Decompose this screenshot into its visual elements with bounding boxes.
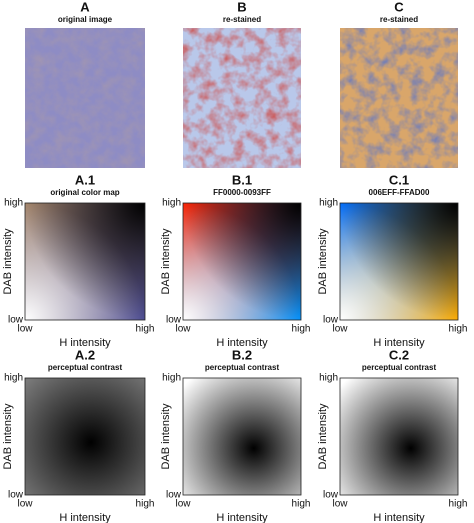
y-tick-label: low	[8, 315, 24, 326]
y-tick-label: high	[162, 198, 181, 209]
y-tick-label: high	[162, 373, 181, 384]
x-axis-label: H intensity	[216, 337, 268, 349]
panel-letter: A.2	[75, 347, 95, 362]
x-axis-label: H intensity	[59, 337, 111, 349]
y-tick-label: high	[319, 198, 338, 209]
x-axis-label: H intensity	[373, 337, 425, 349]
tissue-texture	[340, 28, 458, 168]
x-tick-label: low	[175, 324, 191, 335]
map-fill	[340, 203, 458, 320]
x-tick-label: low	[17, 324, 33, 335]
map-frame	[182, 202, 302, 321]
y-axis-label: DAB intensity	[160, 403, 172, 470]
map-fill	[183, 378, 301, 495]
map-fill	[340, 378, 458, 495]
y-tick-label: high	[4, 198, 23, 209]
y-tick-label: low	[323, 490, 339, 501]
x-tick-label: high	[292, 324, 311, 335]
panel-letter: B.1	[232, 172, 252, 187]
y-axis-label: DAB intensity	[317, 228, 329, 295]
panel-letter: B	[237, 0, 246, 14]
x-tick-label: high	[449, 324, 468, 335]
y-axis-label: DAB intensity	[2, 403, 14, 470]
panel-subtitle: original image	[58, 15, 113, 24]
panel-subtitle: FF0000-0093FF	[213, 188, 271, 197]
y-tick-label: low	[323, 315, 339, 326]
map-frame	[24, 377, 146, 496]
x-tick-label: high	[136, 499, 155, 510]
panel-subtitle: perceptual contrast	[48, 363, 123, 372]
y-tick-label: low	[8, 490, 24, 501]
x-tick-label: high	[136, 324, 155, 335]
panel-subtitle: 006EFF-FFAD00	[369, 188, 430, 197]
panel-subtitle: perceptual contrast	[362, 363, 437, 372]
map-frame	[339, 377, 459, 496]
x-axis-label: H intensity	[373, 512, 425, 523]
x-tick-label: low	[17, 499, 33, 510]
panel-letter: A	[80, 0, 90, 14]
panel-subtitle: re-stained	[223, 15, 261, 24]
y-tick-label: high	[4, 373, 23, 384]
x-tick-label: low	[332, 324, 348, 335]
y-tick-label: high	[319, 373, 338, 384]
map-frame	[182, 377, 302, 496]
tissue-texture	[183, 28, 301, 168]
x-tick-label: high	[449, 499, 468, 510]
y-axis-label: DAB intensity	[160, 228, 172, 295]
y-axis-label: DAB intensity	[2, 228, 14, 295]
x-tick-label: low	[332, 499, 348, 510]
x-tick-label: low	[175, 499, 191, 510]
y-tick-label: low	[166, 315, 182, 326]
panel-subtitle: original color map	[50, 188, 119, 197]
map-fill	[183, 203, 301, 320]
panel-subtitle: perceptual contrast	[205, 363, 280, 372]
panel-letter: C.1	[389, 172, 409, 187]
x-axis-label: H intensity	[59, 512, 111, 523]
panel-subtitle: re-stained	[380, 15, 418, 24]
panel-letter: C	[394, 0, 404, 14]
map-frame	[24, 202, 146, 321]
y-tick-label: low	[166, 490, 182, 501]
panel-letter: A.1	[75, 172, 95, 187]
tissue-texture	[25, 28, 145, 168]
map-frame	[339, 202, 459, 321]
y-axis-label: DAB intensity	[317, 403, 329, 470]
x-tick-label: high	[292, 499, 311, 510]
panel-letter: B.2	[232, 347, 252, 362]
map-fill	[25, 203, 145, 320]
x-axis-label: H intensity	[216, 512, 268, 523]
panel-letter: C.2	[389, 347, 409, 362]
map-fill	[25, 378, 145, 495]
